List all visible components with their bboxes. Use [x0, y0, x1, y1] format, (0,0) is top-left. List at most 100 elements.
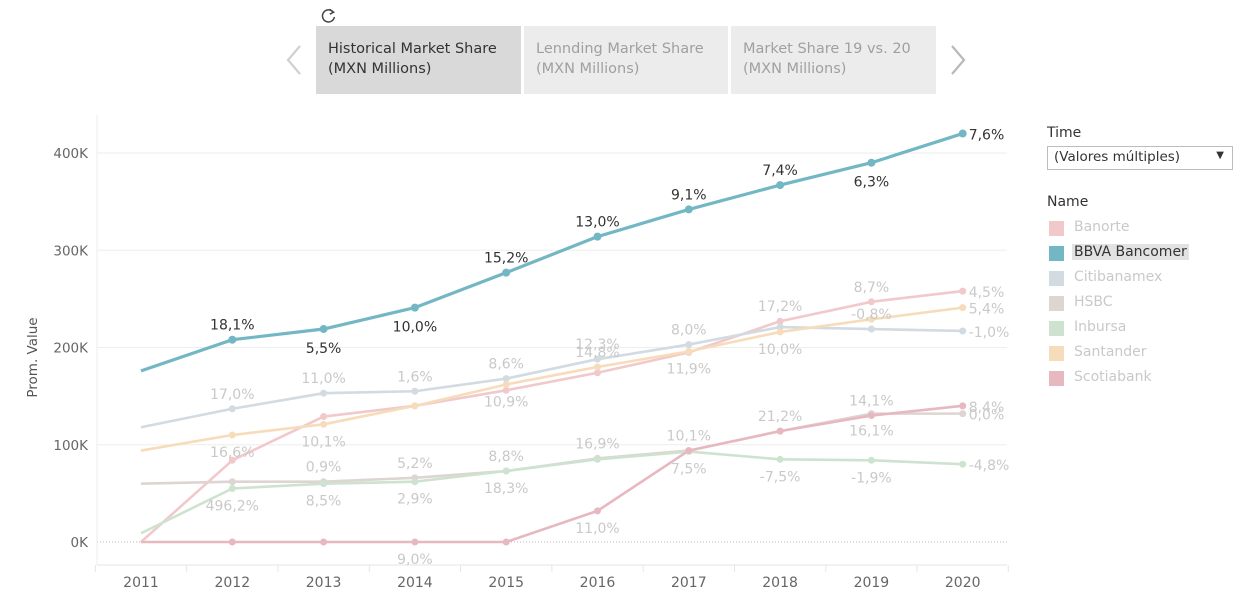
data-point[interactable]	[320, 480, 328, 488]
tab-label-line1: Lennding Market Share	[536, 41, 704, 57]
y-tick-label: 300K	[53, 243, 89, 259]
data-label: 1,6%	[397, 369, 433, 385]
data-point[interactable]	[228, 431, 236, 439]
data-label: 14,1%	[849, 394, 893, 410]
data-point[interactable]	[411, 538, 419, 546]
legend-label: Santander	[1074, 344, 1147, 360]
series-line-banorte[interactable]	[140, 289, 963, 543]
data-label: 8,7%	[854, 280, 890, 296]
data-point[interactable]	[594, 455, 601, 463]
data-point[interactable]	[685, 341, 693, 349]
data-point[interactable]	[958, 129, 967, 138]
data-label: 11,0%	[301, 371, 345, 387]
y-tick-label: 0K	[71, 535, 90, 551]
refresh-icon[interactable]	[319, 6, 339, 26]
tab-label-line2: (MXN Millions)	[328, 61, 432, 77]
data-point[interactable]	[411, 402, 419, 410]
data-point[interactable]	[593, 232, 602, 241]
legend-swatch	[1049, 246, 1064, 261]
data-point[interactable]	[594, 355, 601, 363]
data-point[interactable]	[776, 323, 784, 331]
chevron-left-icon[interactable]	[280, 40, 310, 80]
series-line-inbursa[interactable]	[140, 450, 963, 535]
data-point[interactable]	[959, 287, 967, 295]
data-label: 9,0%	[397, 552, 433, 568]
data-point[interactable]	[411, 478, 419, 486]
data-point[interactable]	[867, 315, 875, 323]
legend-item-citibanamex[interactable]: Citibanamex	[1047, 267, 1237, 289]
data-label: 21,2%	[758, 409, 802, 425]
legend-swatch	[1049, 321, 1064, 336]
x-tick-label: 2013	[306, 575, 342, 591]
data-point[interactable]	[684, 205, 693, 214]
data-point[interactable]	[502, 386, 510, 394]
time-filter-title: Time	[1047, 125, 1082, 141]
data-point[interactable]	[502, 380, 510, 388]
legend-item-banorte[interactable]: Banorte	[1047, 217, 1237, 239]
data-point[interactable]	[776, 181, 785, 190]
data-point[interactable]	[228, 478, 236, 486]
data-point[interactable]	[867, 298, 875, 306]
data-point[interactable]	[410, 303, 419, 312]
x-tick-label: 2012	[214, 575, 250, 591]
data-point[interactable]	[228, 538, 236, 546]
chevron-right-icon[interactable]	[944, 40, 974, 80]
data-point[interactable]	[685, 347, 693, 355]
data-point[interactable]	[502, 268, 511, 277]
tab-lending-market-share[interactable]: Lennding Market Share (MXN Millions)	[524, 26, 728, 94]
data-point[interactable]	[594, 507, 601, 515]
data-point[interactable]	[320, 420, 328, 428]
legend-item-bbva-bancomer[interactable]: BBVA Bancomer	[1047, 242, 1237, 264]
data-point[interactable]	[959, 402, 967, 410]
data-label: 496,2%	[206, 499, 259, 515]
data-label: -1,0%	[969, 325, 1010, 341]
data-point[interactable]	[959, 410, 967, 418]
data-point[interactable]	[502, 467, 510, 475]
data-point[interactable]	[867, 456, 875, 464]
series-line-citibanamex[interactable]	[140, 325, 963, 429]
data-point[interactable]	[776, 317, 784, 325]
data-point[interactable]	[959, 304, 967, 312]
data-point[interactable]	[228, 456, 236, 464]
data-point[interactable]	[685, 447, 693, 455]
data-point[interactable]	[867, 412, 875, 420]
data-point[interactable]	[320, 538, 328, 546]
tab-market-share-19-vs-20[interactable]: Market Share 19 vs. 20 (MXN Millions)	[731, 26, 936, 94]
data-label: 8,8%	[488, 449, 524, 465]
legend-item-hsbc[interactable]: HSBC	[1047, 292, 1237, 314]
data-point[interactable]	[411, 387, 419, 395]
data-point[interactable]	[319, 325, 328, 334]
legend-swatch	[1049, 346, 1064, 361]
data-point[interactable]	[776, 328, 784, 336]
data-point[interactable]	[959, 327, 967, 335]
tab-label-line1: Market Share 19 vs. 20	[743, 41, 911, 57]
series-line-hsbc[interactable]	[140, 412, 963, 485]
x-tick-label: 2020	[945, 575, 981, 591]
data-point[interactable]	[320, 413, 328, 421]
x-tick-label: 2017	[671, 575, 707, 591]
series-line-santander[interactable]	[140, 306, 963, 452]
time-filter-dropdown[interactable]: (Valores múltiples) ▼	[1047, 146, 1233, 170]
series-line-scotiabank[interactable]	[141, 404, 963, 544]
series-line-bbva-bancomer[interactable]	[140, 132, 964, 373]
data-label: 8,0%	[671, 323, 707, 339]
x-tick-label: 2018	[762, 575, 798, 591]
legend-item-inbursa[interactable]: Inbursa	[1047, 317, 1237, 339]
legend-item-scotiabank[interactable]: Scotiabank	[1047, 367, 1237, 389]
data-label: 5,2%	[397, 456, 433, 472]
data-point[interactable]	[228, 485, 236, 493]
data-point[interactable]	[228, 405, 236, 413]
data-point[interactable]	[776, 427, 784, 435]
tab-historical-market-share[interactable]: Historical Market Share (MXN Millions)	[316, 26, 521, 94]
legend-item-santander[interactable]: Santander	[1047, 342, 1237, 364]
data-point[interactable]	[320, 389, 328, 397]
data-point[interactable]	[867, 158, 876, 167]
data-point[interactable]	[594, 363, 601, 371]
data-point[interactable]	[776, 455, 784, 463]
data-point[interactable]	[594, 369, 601, 377]
data-point[interactable]	[502, 538, 510, 546]
data-point[interactable]	[959, 460, 967, 468]
data-point[interactable]	[867, 325, 875, 333]
data-point[interactable]	[228, 335, 237, 344]
data-point[interactable]	[502, 375, 510, 383]
